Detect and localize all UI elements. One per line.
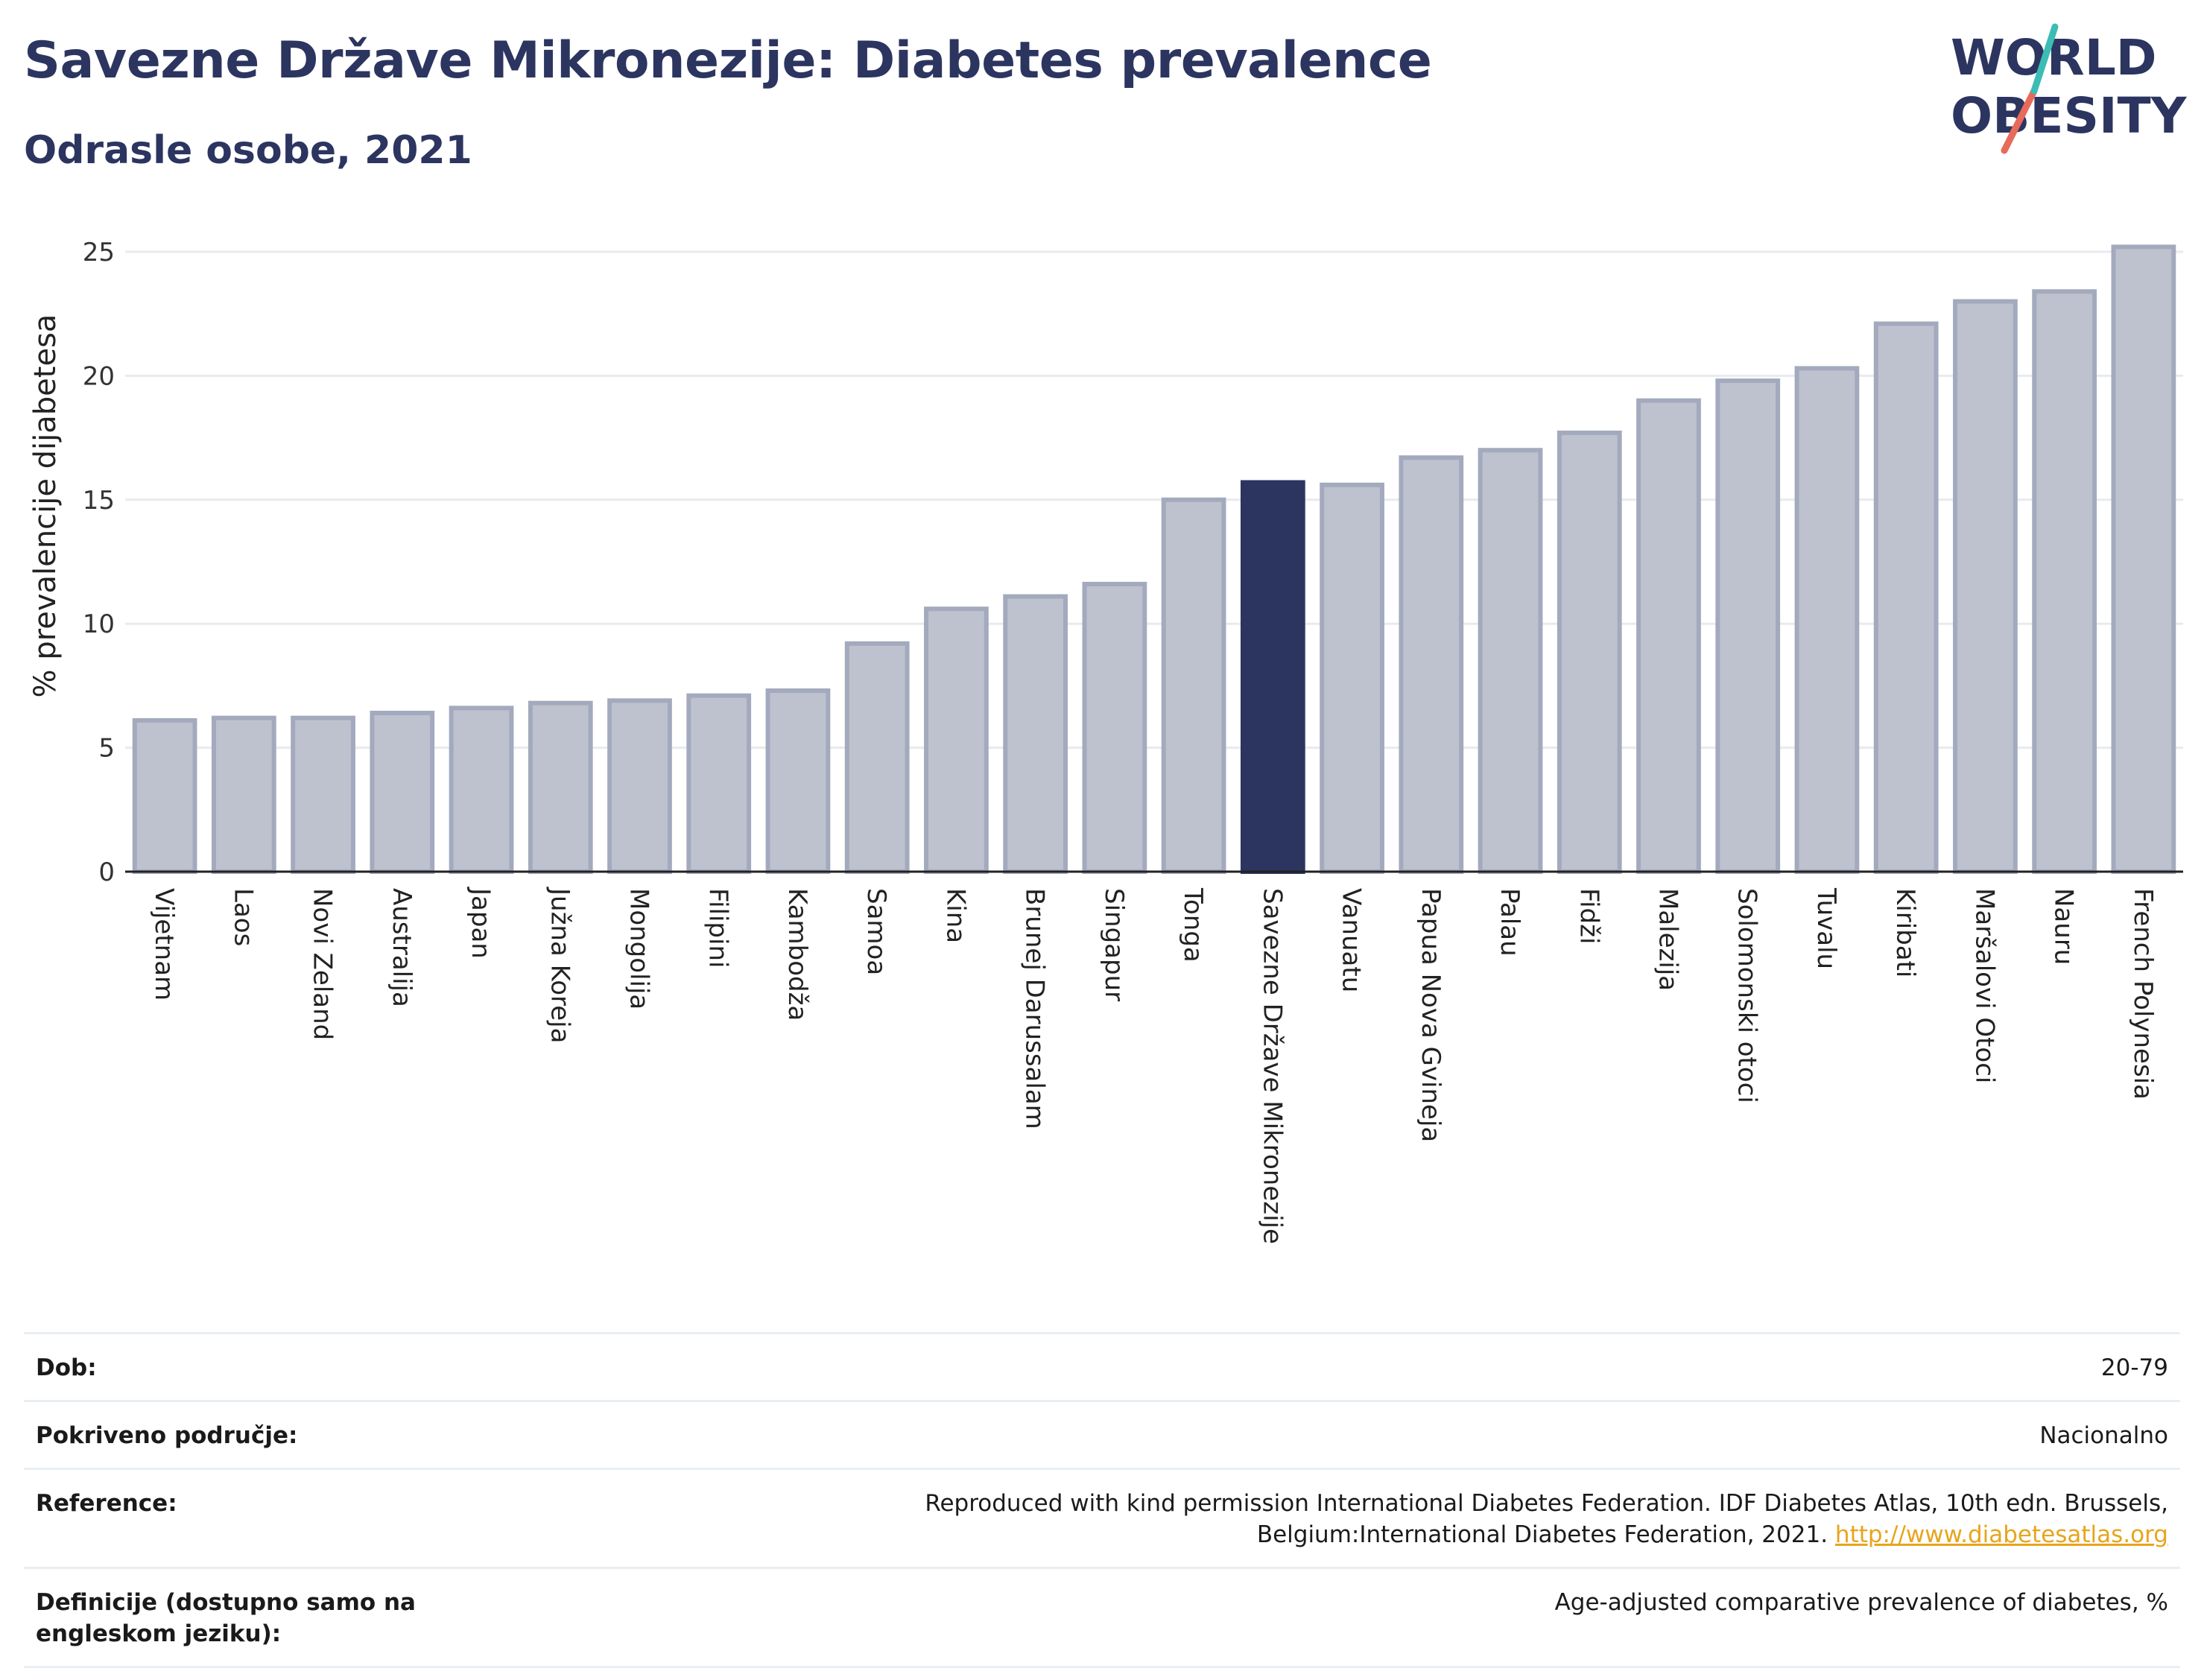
- x-category-label: Kina: [940, 888, 970, 943]
- x-category-label: Malezija: [1653, 888, 1683, 991]
- bar: [844, 641, 910, 874]
- logo-slash-teal: [2030, 23, 2059, 95]
- bar: [1636, 398, 1701, 874]
- x-category-label: Filipini: [703, 888, 733, 968]
- x-category-label: Kiribati: [1890, 888, 1920, 977]
- bar: [211, 715, 276, 874]
- meta-row-age: Dob: 20-79: [24, 1332, 2180, 1400]
- bar: [1953, 299, 2018, 874]
- meta-definition-value: Age-adjusted comparative prevalence of d…: [1554, 1589, 2168, 1616]
- bar: [686, 693, 752, 874]
- x-category-label: Brunej Darussalam: [1020, 888, 1050, 1129]
- meta-reference-value: Reproduced with kind permission Internat…: [678, 1488, 2168, 1550]
- x-category-label: Papua Nova Gvineja: [1416, 888, 1445, 1142]
- meta-age-value: 20-79: [2100, 1354, 2168, 1381]
- x-category-label: Palau: [1495, 888, 1524, 957]
- x-category-label: Maršalovi Otoci: [1969, 888, 1999, 1083]
- x-category-label: Fidži: [1574, 888, 1603, 944]
- y-tick-label: 15: [83, 486, 115, 516]
- bar: [1161, 497, 1226, 874]
- bar: [2032, 289, 2097, 874]
- bar: [607, 698, 672, 874]
- bar: [132, 717, 197, 874]
- x-category-label: French Polynesia: [2128, 888, 2158, 1100]
- meta-coverage-label: Pokriveno područje:: [36, 1422, 298, 1449]
- meta-age-label: Dob:: [36, 1354, 97, 1381]
- x-category-label: Samoa: [861, 888, 891, 975]
- bar: [924, 606, 989, 874]
- bar: [1320, 482, 1384, 874]
- bar: [449, 706, 514, 874]
- bar-chart: 0 5 10 15 20 25 % prevalencije dijabetesa Vijet…: [28, 238, 2183, 1244]
- chart-subtitle: Odrasle osobe, 2021: [24, 128, 472, 173]
- world-obesity-logo-graphic: WORLD OBESITY: [1951, 23, 2188, 154]
- y-tick-label: 25: [83, 238, 115, 267]
- meta-coverage-value: Nacionalno: [2039, 1422, 2168, 1449]
- bar: [1715, 378, 1781, 874]
- meta-definition-label: Definicije (dostupno samo na engleskom j…: [36, 1589, 416, 1647]
- bar: [1478, 448, 1543, 874]
- logo-line2: OBESITY: [1951, 87, 2188, 145]
- bar: [1399, 455, 1464, 874]
- chart-title: Savezne Države Mikronezije: Diabetes pre…: [24, 31, 1432, 90]
- x-category-label: Južna Koreja: [545, 887, 574, 1043]
- x-category-label: Vanuatu: [1337, 888, 1367, 992]
- meta-row-coverage: Pokriveno područje: Nacionalno: [24, 1400, 2180, 1468]
- meta-row-reference: Reference: Reproduced with kind permissi…: [24, 1468, 2180, 1567]
- x-category-label: Nauru: [2049, 888, 2079, 965]
- x-category-label: Novi Zeland: [308, 888, 338, 1040]
- x-category-label: Japan: [466, 887, 495, 959]
- y-axis-title: % prevalencije dijabetesa: [28, 314, 63, 698]
- metadata-table: Dob: 20-79 Pokriveno područje: Nacionaln…: [24, 1332, 2180, 1668]
- bar: [1003, 594, 1068, 874]
- bar: [765, 688, 831, 875]
- x-category-label: Savezne Države Mikronezije: [1257, 888, 1287, 1244]
- bar: [2111, 244, 2176, 874]
- y-tick-label: 20: [83, 361, 115, 391]
- y-tick-label: 10: [83, 609, 115, 639]
- meta-reference-label: Reference:: [36, 1490, 177, 1517]
- meta-row-definition: Definicije (dostupno samo na engleskom j…: [24, 1567, 2180, 1668]
- bar: [1794, 366, 1860, 874]
- meta-reference-text: Reproduced with kind permission Internat…: [925, 1490, 2168, 1548]
- y-tick-label: 0: [98, 858, 115, 887]
- bar: [1082, 581, 1147, 875]
- bar-highlight: [1240, 480, 1305, 874]
- meta-reference-link[interactable]: http://www.diabetesatlas.org: [1834, 1521, 2168, 1548]
- x-category-label: Kambodža: [782, 888, 812, 1021]
- bar: [370, 711, 435, 874]
- x-category-label: Laos: [228, 888, 258, 946]
- bar: [291, 715, 355, 874]
- x-category-label: Vijetnam: [149, 888, 179, 1001]
- x-category-label: Australija: [387, 888, 417, 1007]
- bar: [1557, 430, 1622, 874]
- bar: [528, 700, 593, 874]
- x-category-label: Solomonski otoci: [1732, 888, 1762, 1103]
- x-category-label: Tonga: [1178, 887, 1208, 963]
- bar: [1873, 321, 1939, 874]
- x-category-label: Tuvalu: [1811, 887, 1841, 969]
- world-obesity-logo[interactable]: WORLD OBESITY: [1945, 22, 2191, 156]
- x-category-label: Mongolija: [624, 888, 654, 1009]
- logo-slash-red: [2001, 87, 2038, 154]
- x-category-label: Singapur: [1099, 888, 1129, 1001]
- y-tick-label: 5: [98, 734, 115, 764]
